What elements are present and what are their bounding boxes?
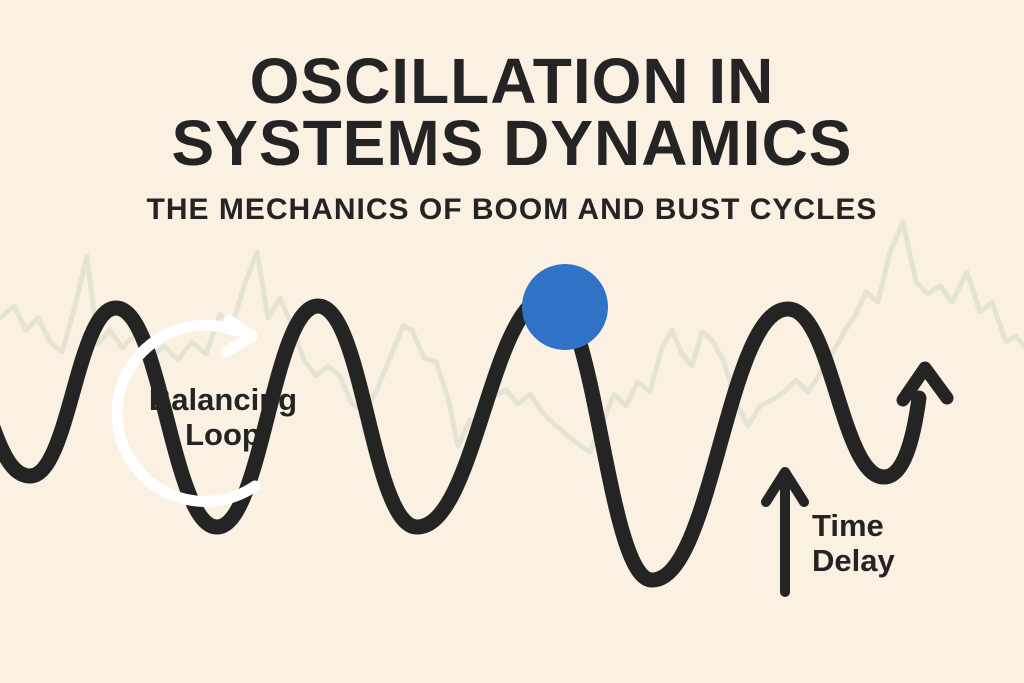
time-delay-label-line-2: Delay	[812, 543, 895, 578]
reference-wave	[0, 219, 1024, 455]
balancing-loop-label-line-1: Balancing	[148, 382, 298, 417]
balancing-loop-arrowhead-icon	[220, 314, 258, 358]
balancing-loop-label: Balancing Loop	[128, 382, 318, 452]
balancing-loop-arrow	[111, 319, 261, 507]
page-subtitle: THE MECHANICS OF BOOM AND BUST CYCLES	[146, 193, 878, 226]
page-title: OSCILLATION IN SYSTEMS DYNAMICS	[0, 45, 1024, 179]
wave-end-arrow-icon	[896, 361, 954, 407]
peak-marker-dot	[522, 264, 608, 350]
time-delay-label: Time Delay	[812, 508, 895, 578]
balancing-loop-label-line-2: Loop	[185, 417, 261, 452]
title-line-2: SYSTEMS DYNAMICS	[171, 107, 853, 179]
time-delay-arrow-icon	[761, 467, 809, 507]
time-delay-label-line-1: Time	[812, 508, 884, 543]
main-oscillation-wave	[0, 288, 927, 588]
title-line-1: OSCILLATION IN	[249, 45, 775, 117]
